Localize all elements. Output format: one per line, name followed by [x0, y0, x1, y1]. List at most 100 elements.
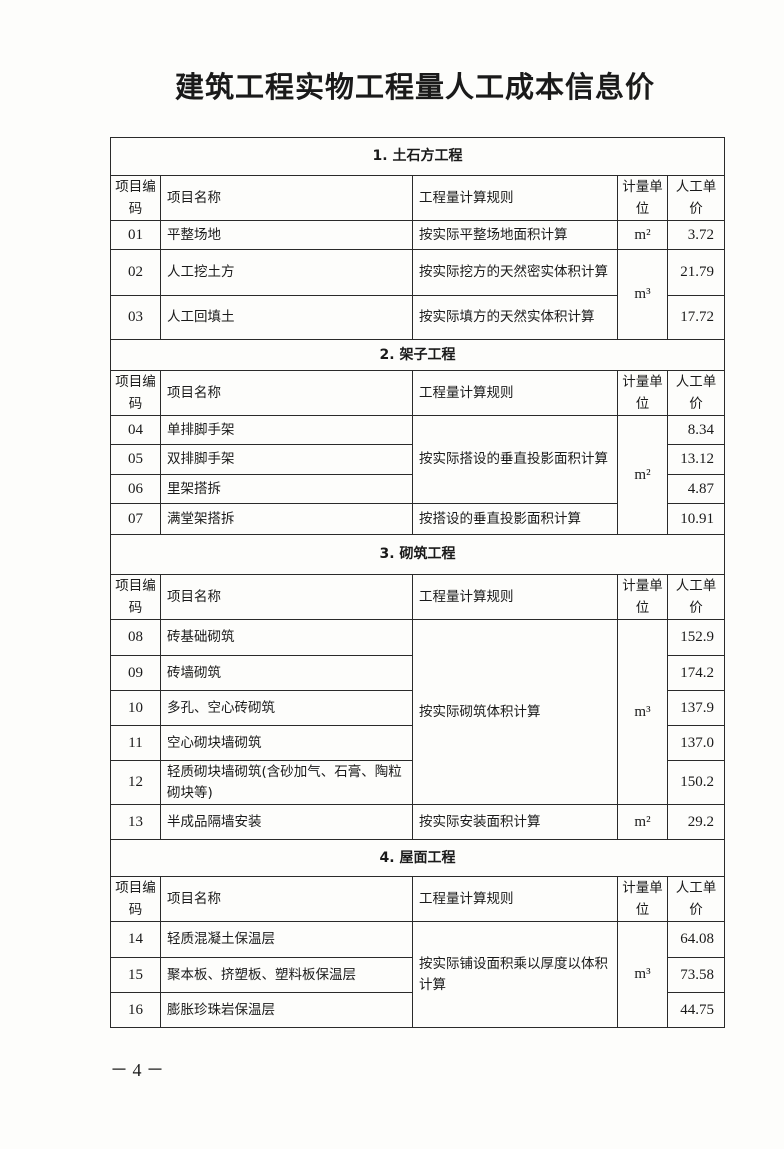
column-header-unit: 计量单位 — [617, 370, 668, 416]
item-name: 里架搭拆 — [160, 474, 413, 504]
item-name: 多孔、空心砖砌筑 — [160, 690, 413, 726]
table-row: 05 双排脚手架 13.12 — [110, 444, 726, 475]
column-header-name: 项目名称 — [160, 370, 413, 416]
calc-rule: 按实际填方的天然实体积计算 — [412, 295, 618, 340]
item-code: 04 — [110, 415, 161, 445]
item-name: 砖基础砌筑 — [160, 619, 413, 656]
item-name: 人工回填土 — [160, 295, 413, 340]
item-code: 11 — [110, 725, 161, 761]
item-code: 09 — [110, 655, 161, 691]
calc-rule: 按实际挖方的天然密实体积计算 — [412, 249, 618, 296]
section-title: 3. 砌筑工程 — [109, 534, 726, 575]
item-name: 人工挖土方 — [160, 249, 413, 296]
calc-unit: m³ — [617, 249, 668, 340]
section-header: 4. 屋面工程 — [109, 839, 726, 877]
table-row: 11 空心砌块墙砌筑 137.0 — [110, 725, 726, 761]
column-header-name: 项目名称 — [160, 876, 413, 922]
calc-rule: 按搭设的垂直投影面积计算 — [412, 503, 618, 535]
item-code: 07 — [110, 503, 161, 535]
labor-price: 13.12 — [666, 444, 726, 475]
labor-price: 4.87 — [666, 474, 726, 504]
column-header-row: 项目编码 项目名称 工程量计算规则 计量单位 人工单价 — [110, 370, 726, 416]
item-name: 空心砌块墙砌筑 — [160, 725, 413, 761]
column-header-price: 人工单价 — [666, 370, 726, 416]
section-title: 2. 架子工程 — [109, 339, 726, 371]
labor-price: 44.75 — [666, 992, 726, 1028]
labor-price: 64.08 — [666, 921, 726, 958]
table-row: 12 轻质砌块墙砌筑(含砂加气、石膏、陶粒砌块等) 150.2 — [110, 760, 726, 805]
labor-price: 137.0 — [666, 725, 726, 761]
column-header-code: 项目编码 — [110, 370, 161, 416]
labor-price: 174.2 — [666, 655, 726, 691]
item-name: 半成品隔墙安装 — [160, 804, 413, 840]
table-row: 06 里架搭拆 4.87 — [110, 474, 726, 504]
section-header: 2. 架子工程 — [109, 339, 726, 371]
item-code: 15 — [110, 957, 161, 993]
item-name: 单排脚手架 — [160, 415, 413, 445]
table-row: 09 砖墙砌筑 174.2 — [110, 655, 726, 691]
item-name: 满堂架搭拆 — [160, 503, 413, 535]
item-code: 05 — [110, 444, 161, 475]
table-row: 03 人工回填土 按实际填方的天然实体积计算 17.72 — [110, 295, 726, 340]
calc-rule: 按实际安装面积计算 — [412, 804, 618, 840]
item-code: 03 — [110, 295, 161, 340]
labor-price: 152.9 — [666, 619, 726, 656]
column-header-price: 人工单价 — [666, 574, 726, 620]
column-header-row: 项目编码 项目名称 工程量计算规则 计量单位 人工单价 — [110, 175, 726, 221]
calc-rule: 按实际铺设面积乘以厚度以体积计算 — [412, 921, 618, 1028]
labor-price: 137.9 — [666, 690, 726, 726]
item-code: 16 — [110, 992, 161, 1028]
calc-rule: 按实际搭设的垂直投影面积计算 — [412, 415, 618, 504]
section-header: 1. 土石方工程 — [109, 137, 726, 176]
item-code: 01 — [110, 220, 161, 250]
column-header-code: 项目编码 — [110, 876, 161, 922]
labor-price: 21.79 — [666, 249, 726, 296]
section-header: 3. 砌筑工程 — [109, 534, 726, 575]
item-code: 06 — [110, 474, 161, 504]
column-header-row: 项目编码 项目名称 工程量计算规则 计量单位 人工单价 — [110, 574, 726, 620]
table-row: 08 砖基础砌筑 按实际砌筑体积计算 m³ 152.9 — [110, 619, 726, 805]
labor-price: 17.72 — [666, 295, 726, 340]
table-row: 02 人工挖土方 按实际挖方的天然密实体积计算 m³ 21.79 — [110, 249, 726, 340]
calc-unit: m² — [617, 220, 668, 250]
column-header-code: 项目编码 — [110, 574, 161, 620]
labor-price: 29.2 — [666, 804, 726, 840]
item-name: 膨胀珍珠岩保温层 — [160, 992, 413, 1028]
calc-unit: m³ — [617, 921, 668, 1028]
calc-rule: 按实际平整场地面积计算 — [412, 220, 618, 250]
item-name: 轻质砌块墙砌筑(含砂加气、石膏、陶粒砌块等) — [160, 760, 413, 805]
item-code: 12 — [110, 760, 161, 805]
calc-unit: m² — [617, 415, 668, 535]
item-code: 10 — [110, 690, 161, 726]
labor-price: 8.34 — [666, 415, 726, 445]
calc-rule: 按实际砌筑体积计算 — [412, 619, 618, 805]
section-title: 4. 屋面工程 — [109, 839, 726, 877]
calc-unit: m² — [617, 804, 668, 840]
labor-price: 3.72 — [666, 220, 726, 250]
item-code: 13 — [110, 804, 161, 840]
table-row: 13 半成品隔墙安装 按实际安装面积计算 m² 29.2 — [110, 804, 726, 840]
page-title: 建筑工程实物工程量人工成本信息价 — [174, 70, 655, 104]
item-name: 双排脚手架 — [160, 444, 413, 475]
item-code: 02 — [110, 249, 161, 296]
column-header-rule: 工程量计算规则 — [412, 370, 618, 416]
price-table: 1. 土石方工程 项目编码 项目名称 工程量计算规则 计量单位 人工单价 01 平整场地 按实际… — [109, 137, 726, 1028]
item-name: 聚本板、挤塑板、塑料板保温层 — [160, 957, 413, 993]
column-header-rule: 工程量计算规则 — [412, 175, 618, 221]
column-header-name: 项目名称 — [160, 574, 413, 620]
column-header-unit: 计量单位 — [617, 876, 668, 922]
page-number: － 4 － — [110, 1060, 164, 1080]
column-header-unit: 计量单位 — [617, 574, 668, 620]
calc-unit: m³ — [617, 619, 668, 805]
column-header-code: 项目编码 — [110, 175, 161, 221]
labor-price: 73.58 — [666, 957, 726, 993]
table-row: 16 膨胀珍珠岩保温层 44.75 — [110, 992, 726, 1028]
column-header-name: 项目名称 — [160, 175, 413, 221]
column-header-row: 项目编码 项目名称 工程量计算规则 计量单位 人工单价 — [110, 876, 726, 922]
column-header-rule: 工程量计算规则 — [412, 876, 618, 922]
table-row: 01 平整场地 按实际平整场地面积计算 m² 3.72 — [110, 220, 726, 250]
labor-price: 10.91 — [666, 503, 726, 535]
column-header-rule: 工程量计算规则 — [412, 574, 618, 620]
column-header-price: 人工单价 — [666, 876, 726, 922]
item-name: 平整场地 — [160, 220, 413, 250]
